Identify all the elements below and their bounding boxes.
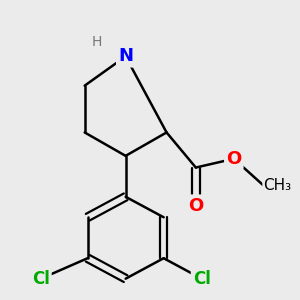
Text: Cl: Cl: [193, 270, 211, 288]
Text: O: O: [188, 196, 203, 214]
Text: Cl: Cl: [32, 270, 50, 288]
Text: CH₃: CH₃: [263, 178, 291, 193]
Text: O: O: [226, 150, 242, 168]
Text: CH₃: CH₃: [263, 178, 291, 193]
Text: O: O: [226, 150, 242, 168]
Text: Cl: Cl: [193, 270, 211, 288]
Text: H: H: [91, 35, 102, 49]
Text: Cl: Cl: [32, 270, 50, 288]
Text: O: O: [188, 196, 203, 214]
Text: N: N: [118, 47, 133, 65]
Text: H: H: [91, 35, 102, 49]
Text: N: N: [118, 47, 133, 65]
